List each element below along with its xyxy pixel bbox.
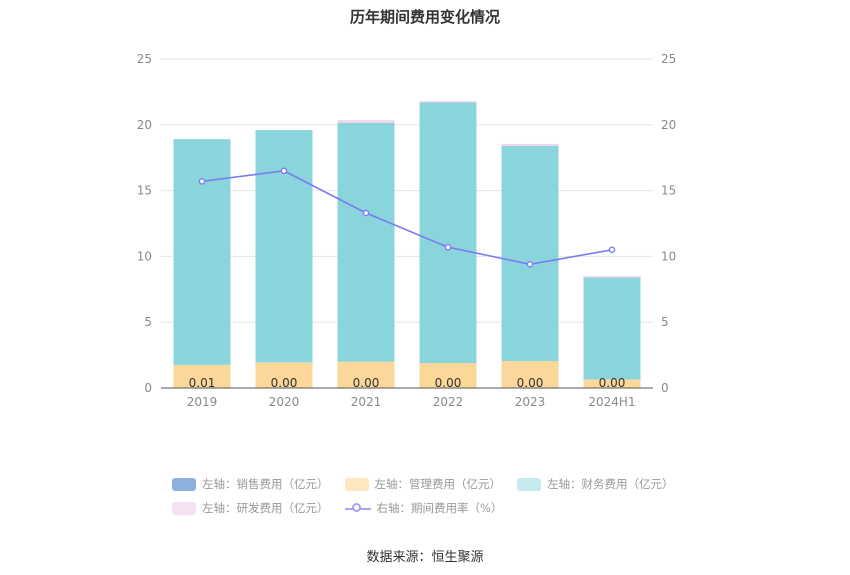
legend-swatch-finance: [517, 477, 541, 491]
left-axis-tick-label: 0: [144, 381, 152, 395]
left-axis-tick-label: 25: [137, 52, 152, 66]
x-axis-tick-label: 2021: [351, 395, 382, 409]
expense-rate-line: [201, 170, 613, 266]
left-axis-tick-label: 15: [137, 184, 152, 198]
expense-rate-point: [608, 246, 616, 254]
legend-item-sales[interactable]: 左轴：销售费用（亿元）: [172, 476, 329, 492]
legend-label-expense-rate: 右轴：期间费用率（%）: [376, 501, 503, 515]
expense-rate-point: [280, 167, 288, 175]
bar-data-label: 0.00: [353, 376, 380, 390]
right-axis-tick-label: 20: [661, 118, 676, 132]
legend-label-rnd: 左轴：研发费用（亿元）: [202, 501, 329, 515]
x-axis-tick-label: 2019: [187, 395, 218, 409]
bar-data-label: 0.01: [189, 376, 216, 390]
right-axis-tick-label: 5: [661, 315, 669, 329]
bar-data-label: 0.00: [271, 376, 298, 390]
legend-item-rnd[interactable]: 左轴：研发费用（亿元）: [172, 500, 329, 516]
bar-segment: [337, 120, 395, 123]
bar-segment: [337, 122, 395, 362]
bar-segment: [501, 361, 559, 388]
legend-label-admin: 左轴：管理费用（亿元）: [374, 477, 502, 491]
bar-segment: [255, 362, 313, 388]
legend-swatch-expense-rate: [344, 502, 371, 515]
legend-item-finance[interactable]: 左轴：财务费用（亿元）: [517, 476, 674, 492]
bar-segment: [501, 143, 559, 146]
left-axis-tick-label: 10: [137, 249, 152, 263]
bar-segment: [419, 362, 477, 388]
expense-rate-point: [362, 209, 370, 217]
legend-swatch-sales: [172, 477, 196, 491]
bar-segment: [583, 379, 641, 388]
right-axis-tick-label: 15: [661, 184, 676, 198]
legend-label-finance: 左轴：财务费用（亿元）: [547, 477, 674, 491]
right-axis-tick-label: 0: [661, 381, 669, 395]
x-axis-tick-label: 2022: [433, 395, 464, 409]
legend-label-sales: 左轴：销售费用（亿元）: [202, 477, 329, 491]
bar-segment: [419, 102, 477, 363]
bar-data-label: 0.00: [599, 376, 626, 390]
legend-item-expense-rate[interactable]: 右轴：期间费用率（%）: [344, 500, 503, 516]
legend-swatch-rnd: [172, 501, 196, 515]
bar-segment: [173, 139, 231, 365]
bar-segment: [583, 277, 641, 380]
bar-segment: [255, 130, 313, 363]
bar-segment: [583, 276, 641, 278]
bar-segment: [419, 101, 477, 103]
legend-item-admin[interactable]: 左轴：管理费用（亿元）: [344, 476, 502, 492]
expense-rate-point: [444, 243, 452, 251]
expense-rate-point: [526, 260, 534, 268]
left-axis-tick-label: 20: [137, 118, 152, 132]
left-axis-tick-label: 5: [144, 315, 152, 329]
x-axis-tick-label: 2020: [269, 395, 300, 409]
chart-legend: 左轴：销售费用（亿元） 左轴：管理费用（亿元） 左轴：财务费用（亿元） 左轴：研…: [172, 472, 692, 520]
expense-rate-point: [198, 178, 206, 185]
x-axis-tick-label: 2024H1: [588, 395, 635, 409]
right-axis-tick-label: 10: [661, 249, 676, 263]
chart-title: 历年期间费用变化情况: [349, 8, 500, 26]
bar-data-label: 0.00: [435, 376, 462, 390]
bar-segment: [173, 364, 231, 388]
data-source: 数据来源：恒生聚源: [366, 550, 484, 565]
legend-swatch-admin: [344, 477, 369, 491]
chart-plot: 0 5 10 15 20 25 0 5 10 15 20 25 0.01 2019 0.00 2020 0.00…: [137, 52, 677, 409]
bar-data-label: 0.00: [517, 376, 544, 390]
x-axis-tick-label: 2023: [515, 395, 546, 409]
right-axis-tick-label: 25: [661, 52, 676, 66]
bar-segment: [337, 361, 395, 388]
bar-segment: [501, 145, 559, 362]
